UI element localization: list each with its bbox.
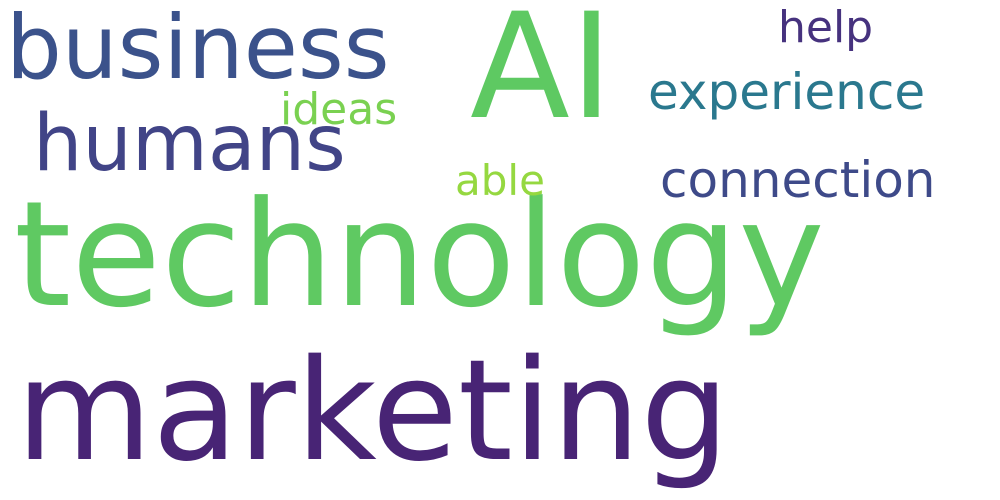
word-ideas: ideas	[280, 84, 398, 135]
word-connection: connection	[660, 151, 936, 209]
word-ai: AI	[470, 0, 613, 152]
word-help: help	[778, 2, 874, 53]
word-able: able	[455, 156, 545, 205]
word-technology: technology	[14, 170, 825, 340]
word-marketing: marketing	[16, 330, 730, 493]
word-humans: humans	[33, 99, 346, 189]
word-business: business	[6, 0, 390, 99]
word-experience: experience	[648, 63, 926, 121]
